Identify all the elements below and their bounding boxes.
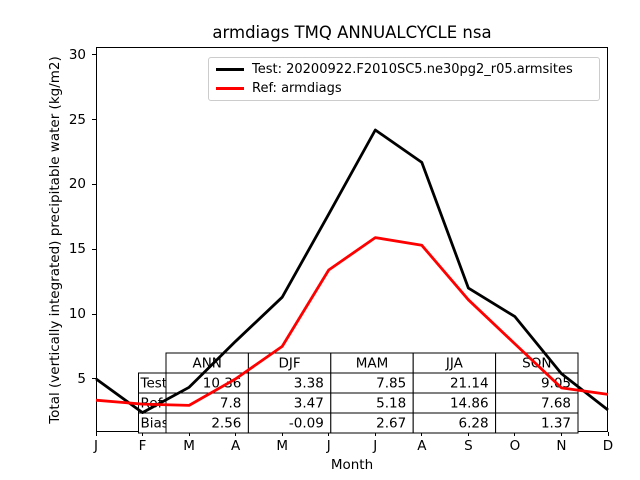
x-tick-label: J <box>94 438 98 454</box>
y-tick-mark <box>92 119 96 121</box>
y-tick-mark <box>92 378 96 380</box>
x-tick-label: J <box>326 438 331 454</box>
x-tick-label: A <box>231 438 241 454</box>
x-axis-label: Month <box>330 457 374 473</box>
x-tick-label: O <box>509 438 521 454</box>
x-tick-mark <box>374 432 376 436</box>
y-tick-label: 25 <box>68 111 86 128</box>
y-tick-label: 20 <box>68 176 86 193</box>
legend-item-test: Test: 20200922.F2010SC5.ne30pg2_r05.arms… <box>216 60 599 79</box>
x-tick-mark <box>467 432 469 436</box>
y-tick-label: 30 <box>68 46 86 63</box>
legend-item-ref: Ref: armdiags <box>216 79 599 98</box>
y-tick-mark <box>92 54 96 56</box>
x-tick-label: A <box>417 438 427 454</box>
x-tick-mark <box>607 432 609 436</box>
x-tick-mark <box>328 432 330 436</box>
test-line-sample <box>216 68 244 71</box>
legend-label-test: Test: 20200922.F2010SC5.ne30pg2_r05.arms… <box>252 62 573 77</box>
x-tick-mark <box>188 432 190 436</box>
x-tick-mark <box>281 432 283 436</box>
x-tick-mark <box>514 432 516 436</box>
y-tick-mark <box>92 248 96 250</box>
x-tick-label: N <box>556 438 567 454</box>
x-tick-mark <box>95 432 97 436</box>
x-tick-label: M <box>276 438 288 454</box>
x-tick-label: S <box>464 438 473 454</box>
x-tick-mark <box>560 432 562 436</box>
x-tick-mark <box>235 432 237 436</box>
y-tick-mark <box>92 183 96 185</box>
x-tick-mark <box>142 432 144 436</box>
y-tick-mark <box>92 313 96 315</box>
chart-title: armdiags TMQ ANNUALCYCLE nsa <box>212 23 492 42</box>
plot-area <box>96 47 608 432</box>
x-tick-mark <box>421 432 423 436</box>
y-tick-label: 15 <box>68 241 86 258</box>
legend: Test: 20200922.F2010SC5.ne30pg2_r05.arms… <box>208 57 600 101</box>
x-tick-label: D <box>602 438 614 454</box>
y-tick-label: 10 <box>68 306 86 323</box>
legend-label-ref: Ref: armdiags <box>252 81 342 96</box>
x-tick-label: M <box>183 438 195 454</box>
x-tick-label: J <box>373 438 378 454</box>
ref-line-sample <box>216 87 244 90</box>
x-tick-label: F <box>138 438 147 454</box>
y-tick-label: 5 <box>77 370 86 387</box>
